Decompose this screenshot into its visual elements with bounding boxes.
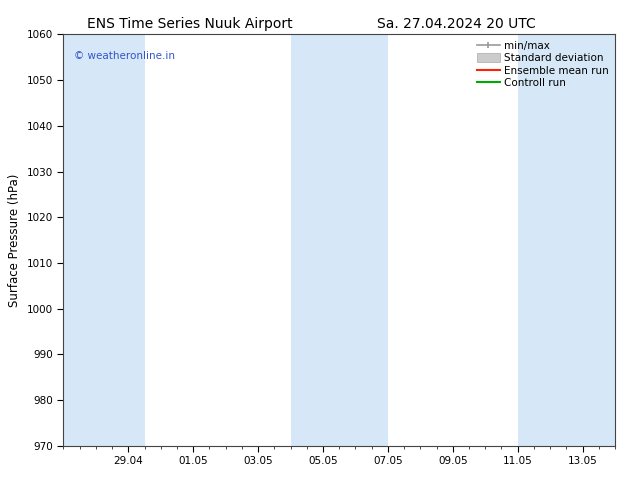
Bar: [63, 34, 145, 446]
Bar: [290, 34, 388, 446]
Text: Sa. 27.04.2024 20 UTC: Sa. 27.04.2024 20 UTC: [377, 17, 536, 31]
Bar: [517, 34, 615, 446]
Text: © weatheronline.in: © weatheronline.in: [74, 51, 176, 61]
Legend: min/max, Standard deviation, Ensemble mean run, Controll run: min/max, Standard deviation, Ensemble me…: [474, 37, 612, 92]
Y-axis label: Surface Pressure (hPa): Surface Pressure (hPa): [8, 173, 21, 307]
Text: ENS Time Series Nuuk Airport: ENS Time Series Nuuk Airport: [87, 17, 293, 31]
